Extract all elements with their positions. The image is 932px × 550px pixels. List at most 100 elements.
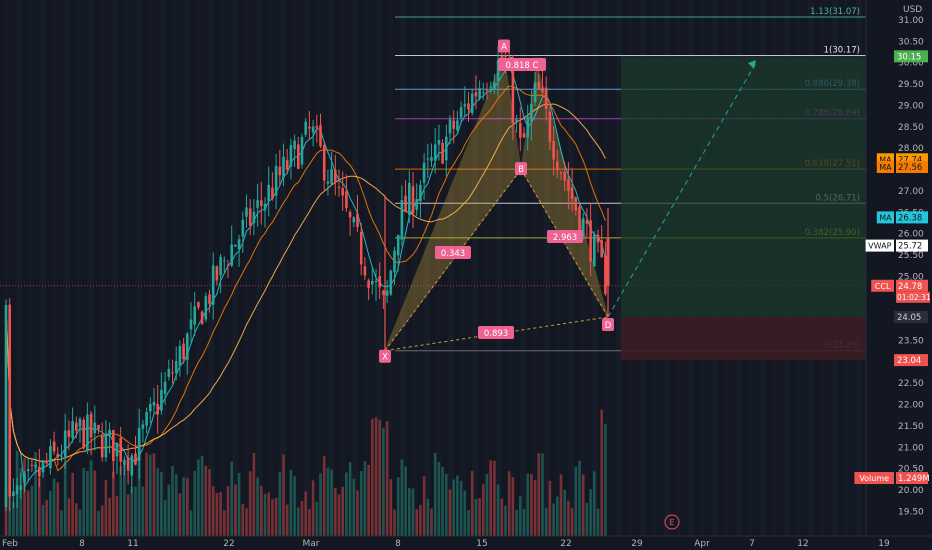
candle-body (396, 234, 400, 256)
candle-body (493, 82, 496, 90)
volume-bar (396, 477, 400, 536)
candle-body (208, 294, 211, 304)
volume-bar (193, 470, 196, 536)
volume-bar (478, 498, 481, 536)
volume-bar (308, 509, 311, 536)
volume-bar (226, 485, 230, 536)
candle-body (71, 421, 74, 438)
candle-body (578, 206, 581, 234)
volume-bar (319, 473, 322, 536)
long-position-tool[interactable] (607, 56, 866, 361)
stripe (220, 0, 226, 536)
candle-body (374, 281, 378, 283)
candle-body (75, 422, 78, 431)
price-tag-value: 27.74 (898, 155, 922, 165)
volume-bar (456, 475, 459, 536)
volume-bar (578, 460, 581, 536)
volume-bar (108, 497, 111, 536)
volume-bar (215, 492, 219, 536)
candle-body (149, 403, 152, 412)
earnings-marker[interactable]: E (664, 514, 680, 530)
volume-bar (230, 461, 233, 536)
point-label-d: D (605, 321, 612, 331)
time-axis[interactable] (0, 536, 932, 550)
candle-body (223, 260, 226, 262)
volume-bar (448, 489, 452, 536)
volume-bar (430, 508, 433, 536)
candle-body (134, 453, 137, 465)
stripe (208, 0, 214, 536)
candle-body (186, 333, 189, 360)
price-tag-sub-bg (896, 291, 930, 303)
candle-body (41, 460, 45, 473)
price-tag-value-bg (896, 472, 928, 485)
candle-body (537, 81, 541, 90)
candle-body (522, 133, 526, 138)
earnings-circle (664, 514, 680, 530)
candle-body (478, 88, 481, 99)
stripe (100, 0, 106, 536)
stripe (16, 0, 22, 536)
volume-bar (537, 453, 541, 536)
volume-bar (263, 493, 267, 536)
candle-body (419, 184, 422, 202)
candle-body (52, 441, 56, 452)
volume-bar (408, 487, 411, 536)
candle-body (371, 280, 374, 285)
stripe (76, 0, 82, 536)
stripe (88, 0, 94, 536)
candle-body (119, 437, 122, 462)
stripe (160, 0, 166, 536)
volume-bar (4, 486, 8, 536)
date-tick-label: 19 (878, 539, 890, 549)
candle-body (123, 460, 126, 465)
volume-bar (359, 471, 363, 536)
candle-body (82, 419, 85, 449)
volume-bar (334, 487, 337, 536)
volume-bar (452, 479, 455, 536)
volume-bar (52, 478, 56, 536)
volume-bar (311, 480, 315, 536)
volume-bar (130, 486, 134, 536)
volume-bar (330, 469, 333, 536)
loss-zone (621, 316, 866, 361)
volume-bar (567, 500, 570, 536)
volume-bar (112, 471, 115, 536)
candle-body (211, 265, 215, 305)
candle-body (496, 60, 500, 82)
volume-bar (93, 470, 97, 536)
stripe (484, 0, 490, 536)
volume-bar (445, 473, 448, 536)
candle-body (8, 304, 11, 497)
volume-bar (237, 472, 241, 536)
candle-body (67, 430, 71, 437)
candle-body (548, 111, 552, 142)
volume-bar (293, 476, 296, 536)
stripe (124, 0, 130, 536)
price-axis[interactable] (866, 0, 932, 536)
price-tick-label: 31.00 (898, 16, 924, 26)
price-tag-value-bg (896, 279, 928, 292)
volume-bar (504, 505, 507, 536)
volume-bar (411, 488, 415, 536)
candle-body (137, 427, 141, 461)
price-tag-name: MA (879, 163, 892, 172)
candle-body (382, 290, 385, 296)
date-tick-label: Apr (694, 539, 710, 549)
candle-body (152, 401, 156, 406)
candle-body (271, 187, 274, 199)
volume-bar (149, 454, 152, 536)
candle-body (430, 157, 433, 161)
candle-body (34, 464, 37, 468)
volume-bar (60, 510, 63, 536)
stripe (316, 0, 322, 536)
volume-bar (459, 480, 463, 536)
volume-bar (552, 503, 555, 536)
volume-bars (4, 409, 607, 536)
candle-body (45, 460, 48, 464)
candle-body (89, 413, 93, 438)
price-tag-bg (894, 310, 928, 323)
volume-bar (141, 486, 145, 536)
xb-line (384, 168, 522, 352)
